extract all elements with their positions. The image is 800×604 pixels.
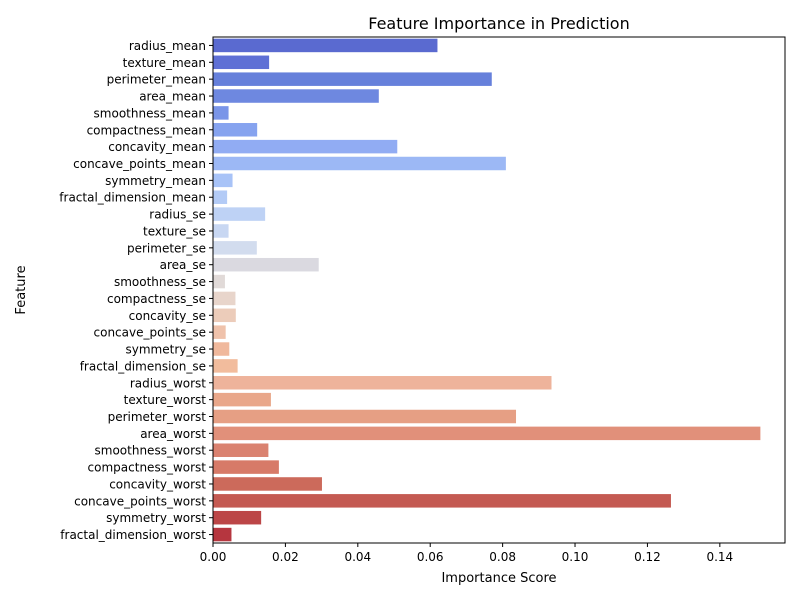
bar-symmetry-worst bbox=[213, 510, 262, 525]
y-tick-label: concavity_mean bbox=[108, 140, 206, 154]
y-tick-label: area_se bbox=[160, 258, 206, 272]
x-tick-label: 0.06 bbox=[417, 550, 444, 564]
y-tick-label: area_mean bbox=[139, 90, 206, 104]
bar-fractal-dimension-mean bbox=[213, 190, 228, 204]
bar-smoothness-se bbox=[213, 274, 225, 289]
y-tick-label: texture_mean bbox=[123, 56, 206, 70]
y-tick-label: compactness_se bbox=[107, 292, 206, 306]
x-tick-label: 0.08 bbox=[489, 550, 516, 564]
y-tick-label: perimeter_se bbox=[127, 241, 206, 255]
y-tick-label: texture_worst bbox=[124, 393, 207, 407]
bar-fractal-dimension-se bbox=[213, 359, 238, 373]
x-axis-label: Importance Score bbox=[441, 571, 556, 586]
chart-title: Feature Importance in Prediction bbox=[368, 14, 629, 33]
bar-smoothness-mean bbox=[213, 106, 229, 120]
y-tick-label: perimeter_worst bbox=[108, 410, 207, 424]
bar-texture-worst bbox=[213, 392, 271, 407]
bar-perimeter-worst bbox=[213, 409, 517, 424]
y-tick-label: fractal_dimension_mean bbox=[59, 191, 206, 205]
bar-perimeter-se bbox=[213, 241, 257, 255]
bar-compactness-worst bbox=[213, 460, 279, 474]
bars-group bbox=[213, 38, 761, 542]
y-tick-label: compactness_worst bbox=[88, 461, 207, 475]
y-tick-label: concave_points_se bbox=[94, 326, 206, 340]
bar-symmetry-se bbox=[213, 342, 230, 356]
bar-texture-mean bbox=[213, 55, 270, 70]
y-axis-label: Feature bbox=[14, 265, 29, 314]
bar-concave-points-se bbox=[213, 325, 226, 339]
bar-smoothness-worst bbox=[213, 443, 269, 457]
y-ticks-group: radius_mean texture_mean perimeter_meanare… bbox=[59, 39, 213, 542]
y-tick-label: radius_worst bbox=[130, 376, 206, 390]
bar-fractal-dimension-worst bbox=[213, 527, 232, 542]
x-tick-label: 0.02 bbox=[272, 550, 299, 564]
bar-symmetry-mean bbox=[213, 173, 233, 188]
bar-radius-se bbox=[213, 207, 266, 221]
x-tick-label: 0.10 bbox=[562, 550, 589, 564]
x-ticks-group: 0.00 0.02 0.04 0.06 0.08 0.10 0.12 0.14 bbox=[200, 543, 733, 564]
y-tick-label: symmetry_worst bbox=[106, 511, 206, 525]
y-tick-label: symmetry_mean bbox=[105, 174, 206, 188]
y-tick-label: fractal_dimension_se bbox=[80, 359, 206, 373]
y-tick-label: perimeter_mean bbox=[107, 73, 206, 87]
bar-concavity-se bbox=[213, 308, 236, 323]
bar-concave-points-worst bbox=[213, 494, 671, 508]
bar-radius-mean bbox=[213, 38, 438, 53]
bar-area-worst bbox=[213, 426, 761, 441]
plot-frame bbox=[212, 36, 786, 544]
x-tick-label: 0.00 bbox=[200, 550, 227, 564]
bar-area-se bbox=[213, 257, 319, 272]
bar-compactness-mean bbox=[213, 123, 258, 137]
y-tick-label: concave_points_worst bbox=[74, 494, 206, 508]
y-tick-label: symmetry_se bbox=[126, 343, 207, 357]
y-tick-label: compactness_mean bbox=[87, 123, 206, 137]
bar-perimeter-mean bbox=[213, 72, 492, 86]
x-tick-label: 0.12 bbox=[634, 550, 661, 564]
bar-area-mean bbox=[213, 89, 379, 103]
bar-texture-se bbox=[213, 224, 229, 238]
y-tick-label: texture_se bbox=[143, 224, 206, 238]
y-tick-label: smoothness_mean bbox=[94, 106, 206, 120]
x-tick-label: 0.04 bbox=[344, 550, 371, 564]
bar-radius-worst bbox=[213, 376, 552, 390]
y-tick-label: radius_se bbox=[149, 208, 206, 222]
y-tick-label: area_worst bbox=[140, 427, 206, 441]
y-tick-label: fractal_dimension_worst bbox=[60, 528, 206, 542]
y-tick-label: concave_points_mean bbox=[73, 157, 206, 171]
bar-concavity-mean bbox=[213, 139, 398, 154]
x-tick-label: 0.14 bbox=[706, 550, 733, 564]
y-tick-label: radius_mean bbox=[129, 39, 206, 53]
bar-concave-points-mean bbox=[213, 156, 506, 171]
y-tick-label: smoothness_worst bbox=[95, 444, 207, 458]
bar-compactness-se bbox=[213, 291, 236, 306]
y-tick-label: concavity_worst bbox=[109, 477, 206, 491]
bar-concavity-worst bbox=[213, 477, 322, 491]
y-tick-label: concavity_se bbox=[129, 309, 206, 323]
y-tick-label: smoothness_se bbox=[114, 275, 206, 289]
